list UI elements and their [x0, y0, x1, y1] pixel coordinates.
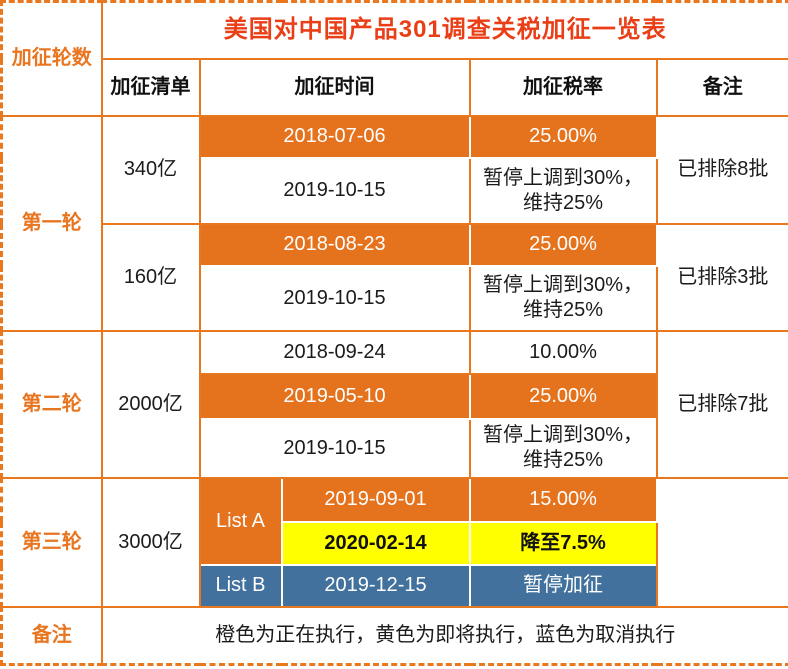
column-header-time: 加征时间: [198, 57, 471, 117]
round1-340-time-1: 2018-07-06: [198, 114, 471, 159]
round1-160-rate-2: 暂停上调到30%，维持25%: [468, 264, 658, 332]
column-header-rate: 加征税率: [468, 57, 658, 117]
round1-340-rate-1: 25.00%: [468, 114, 658, 159]
round3-time-2: 2020-02-14: [280, 520, 471, 566]
round1-340-note: 已排除8批: [655, 114, 788, 225]
column-header-rounds: 加征轮数: [0, 0, 103, 117]
table-row: 第一轮 340亿 2018-07-06 25.00% 已排除8批: [0, 114, 788, 332]
round2-note: 已排除7批: [655, 329, 788, 479]
table-row: 2020-02-14 降至7.5%: [2, 520, 788, 566]
round2-label: 第二轮: [0, 329, 103, 479]
round1-160-time-1: 2018-08-23: [198, 222, 471, 267]
round3-list-3000: 3000亿: [100, 476, 201, 608]
round2-time-3: 2019-10-15: [198, 417, 471, 479]
table-row: 第三轮 3000亿 List A 2019-09-01 15.00%: [0, 476, 788, 608]
round2-rate-3: 暂停上调到30%，维持25%: [468, 417, 658, 479]
round3-label: 第三轮: [0, 476, 103, 608]
round3-list-b-label: List B: [198, 563, 283, 608]
round3-note-empty: [655, 476, 788, 608]
page-title: 美国对中国产品301调查关税加征一览表: [100, 0, 788, 60]
table-row: 2019-05-10 25.00%: [2, 372, 788, 420]
round2-time-1: 2018-09-24: [198, 329, 471, 375]
round2-rate-1: 10.00%: [468, 329, 658, 375]
round3-list-a-label: List A: [198, 476, 283, 566]
table-row: 2019-10-15 暂停上调到30%，维持25%: [2, 417, 788, 479]
round1-340-rate-2: 暂停上调到30%，维持25%: [468, 156, 658, 225]
table-row: 2019-10-15 暂停上调到30%，维持25%: [2, 156, 788, 225]
round3-rate-2: 降至7.5%: [468, 520, 658, 566]
footer-label: 备注: [0, 605, 103, 666]
round1-340-time-2: 2019-10-15: [198, 156, 471, 225]
round1-160-time-2: 2019-10-15: [198, 264, 471, 332]
footer-legend-text: 橙色为正在执行，黄色为即将执行，蓝色为取消执行: [100, 605, 788, 666]
round3-time-1: 2019-09-01: [280, 476, 471, 523]
round1-label: 第一轮: [0, 114, 103, 332]
column-header-note: 备注: [655, 57, 788, 117]
table-row: 第二轮 2000亿 2018-09-24 10.00% 已排除7批: [0, 329, 788, 479]
table-row: 备注 橙色为正在执行，黄色为即将执行，蓝色为取消执行: [0, 605, 788, 666]
round3-rate-3: 暂停加征: [468, 563, 658, 608]
round3-rate-1: 15.00%: [468, 476, 658, 523]
round1-160-rate-1: 25.00%: [468, 222, 658, 267]
table-row: 2019-10-15 暂停上调到30%，维持25%: [2, 264, 788, 332]
round1-160-note: 已排除3批: [655, 222, 788, 332]
round2-rate-2: 25.00%: [468, 372, 658, 420]
table-row: List B 2019-12-15 暂停加征: [2, 563, 788, 608]
round1-list-340: 340亿: [100, 114, 201, 225]
round2-time-2: 2019-05-10: [198, 372, 471, 420]
column-header-list: 加征清单: [100, 57, 201, 117]
table-row: 160亿 2018-08-23 25.00% 已排除3批: [2, 222, 788, 332]
round1-list-160: 160亿: [100, 222, 201, 332]
round3-time-3: 2019-12-15: [280, 563, 471, 608]
round2-list-2000: 2000亿: [100, 329, 201, 479]
